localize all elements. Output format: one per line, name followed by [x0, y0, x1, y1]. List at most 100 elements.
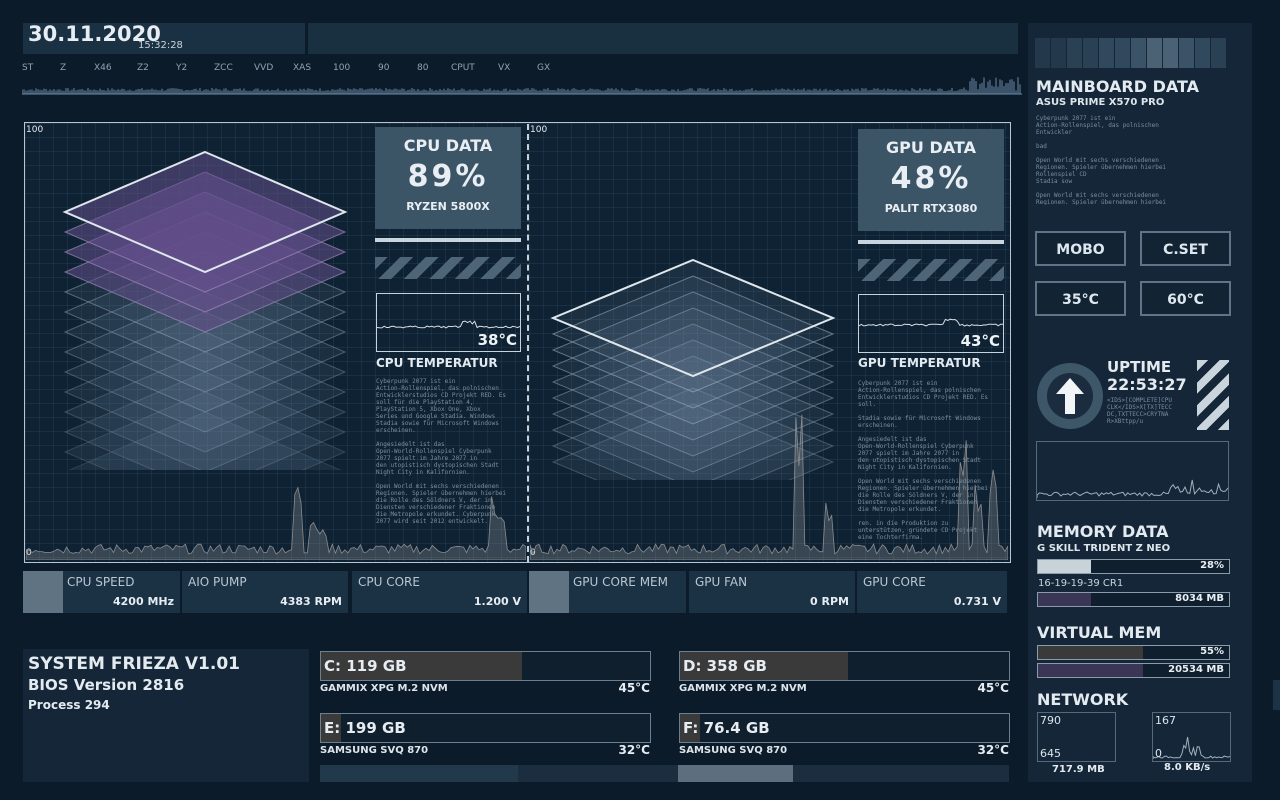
memory-usage-fill: [1038, 560, 1092, 573]
blurb-line: Series und Google Stadia. Windows: [376, 413, 496, 420]
sidebar-scrollbar[interactable]: [1273, 680, 1280, 710]
header-bar: [308, 23, 1018, 54]
sidebar-block: [1211, 38, 1226, 68]
blurb-line: R>XBttpp/u: [1107, 418, 1144, 425]
blurb-line: [1036, 185, 1216, 192]
ruler-label: X46: [94, 63, 112, 73]
blurb-line: CLK</IDS>X[TX]TECC: [1107, 404, 1173, 411]
mobo-button[interactable]: MOBO: [1035, 231, 1126, 266]
virtual-title: VIRTUAL MEM: [1037, 623, 1162, 642]
stat-label: CPU SPEED: [67, 575, 135, 589]
blurb-line: ren. in die Produktion zu: [858, 520, 949, 527]
mobo-temp-button[interactable]: 35°C: [1035, 281, 1126, 316]
gpu-data-title: GPU DATA: [886, 138, 976, 157]
blurb-line: Open World mit sechs verschiedenen: [376, 483, 499, 490]
sidebar-blocks: [1035, 38, 1230, 68]
blurb-line: [858, 471, 1008, 478]
drive-e: E: 199 GB SAMSUNG SVQ 870 32°C: [320, 713, 651, 763]
gpu-divider-line: [858, 240, 1004, 244]
blurb-line: Cyberpunk 2077 ist ein: [1036, 115, 1116, 122]
stat-value: 4383 RPM: [280, 595, 342, 608]
gpu-load-value: 48%: [890, 161, 972, 196]
stat-gpu-core-mem: GPU CORE MEM: [529, 571, 686, 613]
blurb-line: die Rolle des Söldners V, der in: [376, 497, 492, 504]
uptime-stripe-bar: [1197, 360, 1229, 430]
blurb-line: den utopistisch dystopischen Stadt: [376, 462, 499, 469]
stat-label: GPU CORE: [863, 575, 926, 589]
network-line: [1152, 736, 1231, 759]
blurb-line: Angesiedelt ist das: [858, 436, 927, 443]
blurb-line: Action-Rollenspiel, das polnischen: [376, 385, 499, 392]
blurb-line: bad: [1036, 143, 1047, 150]
blurb-line: [376, 434, 526, 441]
mainboard-blurb: Cyberpunk 2077 ist ein Action-Rollenspiel…: [1036, 115, 1216, 205]
stat-aio-pump: AIO PUMP 4383 RPM: [182, 571, 348, 613]
panel-divider: [527, 124, 529, 562]
memory-size-value: 8034 MB: [1175, 593, 1224, 604]
network-up-total: 717.9 MB: [1052, 764, 1105, 775]
blurb-line: Stadia sowie für Microsoft Windows: [376, 420, 499, 427]
ruler-label: Y2: [176, 63, 188, 73]
ruler-label: ST: [22, 63, 34, 73]
uptime-graph-box: [1036, 441, 1229, 501]
load-graph-area: [530, 414, 1008, 560]
virtual-usage-value: 55%: [1200, 646, 1224, 657]
header-tick-ruler: [22, 77, 1022, 95]
temp-line: [858, 318, 1004, 327]
blurb-line: Open World mit sechs verschiedenen: [1036, 157, 1159, 164]
drive-f: F: 76.4 GB SAMSUNG SVQ 870 32°C: [679, 713, 1010, 763]
blurb-line: Diensten verschiedener Fraktionen: [376, 504, 496, 511]
drive-bar: F: 76.4 GB: [679, 713, 1010, 743]
cset-temp-button[interactable]: 60°C: [1140, 281, 1231, 316]
blurb-line: PlayStation 5, Xbox One, Xbox: [376, 406, 481, 413]
memory-size-fill: [1038, 593, 1092, 606]
cpu-temp-value: 38°C: [477, 331, 517, 349]
sidebar-block: [1067, 38, 1082, 68]
drive-bar: C: 119 GB: [320, 651, 651, 681]
drive-fill: [680, 714, 700, 742]
ruler-label: 90: [378, 63, 390, 73]
load-graph-area: [26, 486, 526, 560]
blurb-line: Entwicklerstudios CD Projekt RED. Es: [376, 392, 507, 399]
blurb-line: Rollenspiel CD: [1036, 171, 1087, 178]
memory-usage-value: 28%: [1200, 560, 1224, 571]
gpu-model: PALIT RTX3080: [884, 202, 978, 215]
mainboard-title: MAINBOARD DATA: [1036, 77, 1200, 96]
blurb-line: unterstützen, gründete CD Projekt: [858, 527, 978, 534]
blurb-line: den utopistisch dystopischen Stadt: [858, 457, 981, 464]
blurb-line: Diensten verschiedener Fraktionen: [858, 499, 978, 506]
blurb-line: die Metropole erkundet. Cyberpunk: [376, 511, 496, 518]
stat-indicator: [529, 571, 569, 613]
network-down-top: 167: [1155, 714, 1176, 727]
cpu-scale-bottom: 0: [26, 548, 32, 558]
gpu-temp-value: 43°C: [960, 332, 1000, 350]
header-time: 15:32:28: [138, 40, 183, 51]
ruler-label: CPUT: [451, 63, 475, 73]
stack-layer: [68, 411, 342, 470]
blurb-line: [1036, 136, 1216, 143]
cset-button[interactable]: C.SET: [1140, 231, 1231, 266]
gpu-temp-sparkline: [858, 318, 1004, 327]
stack-layer: [63, 351, 347, 470]
blurb-line: erscheinen.: [376, 427, 416, 434]
sidebar-block: [1195, 38, 1210, 68]
stat-cpu-core: CPU CORE 1.200 V: [352, 571, 527, 613]
stat-gpu-fan: GPU FAN 0 RPM: [689, 571, 855, 613]
blurb-line: Stadia sowie für Microsoft Windows: [858, 415, 981, 422]
drive-model: GAMMIX XPG M.2 NVM: [679, 683, 807, 694]
cpu-temp-sparkline: [376, 320, 521, 329]
cpu-load-graph: [26, 486, 526, 560]
blurb-line: [1036, 150, 1216, 157]
memory-usage-bar: 28%: [1037, 559, 1230, 574]
blurb-line: Cyberpunk 2077 ist ein: [376, 378, 456, 385]
system-name: SYSTEM FRIEZA V1.01: [28, 654, 240, 674]
drive-label: E: 199 GB: [324, 719, 406, 737]
cpu-temp-label: CPU TEMPERATUR: [376, 356, 498, 370]
cpu-data-box: CPU DATA 89% RYZEN 5800X: [375, 127, 521, 229]
gpu-stripe-bar: [858, 259, 1004, 281]
ruler-label: VX: [498, 63, 511, 73]
stat-label: GPU CORE MEM: [573, 575, 668, 589]
blurb-line: [858, 408, 1008, 415]
system-bios: BIOS Version 2816: [28, 676, 185, 694]
ruler-label: 80: [417, 63, 429, 73]
